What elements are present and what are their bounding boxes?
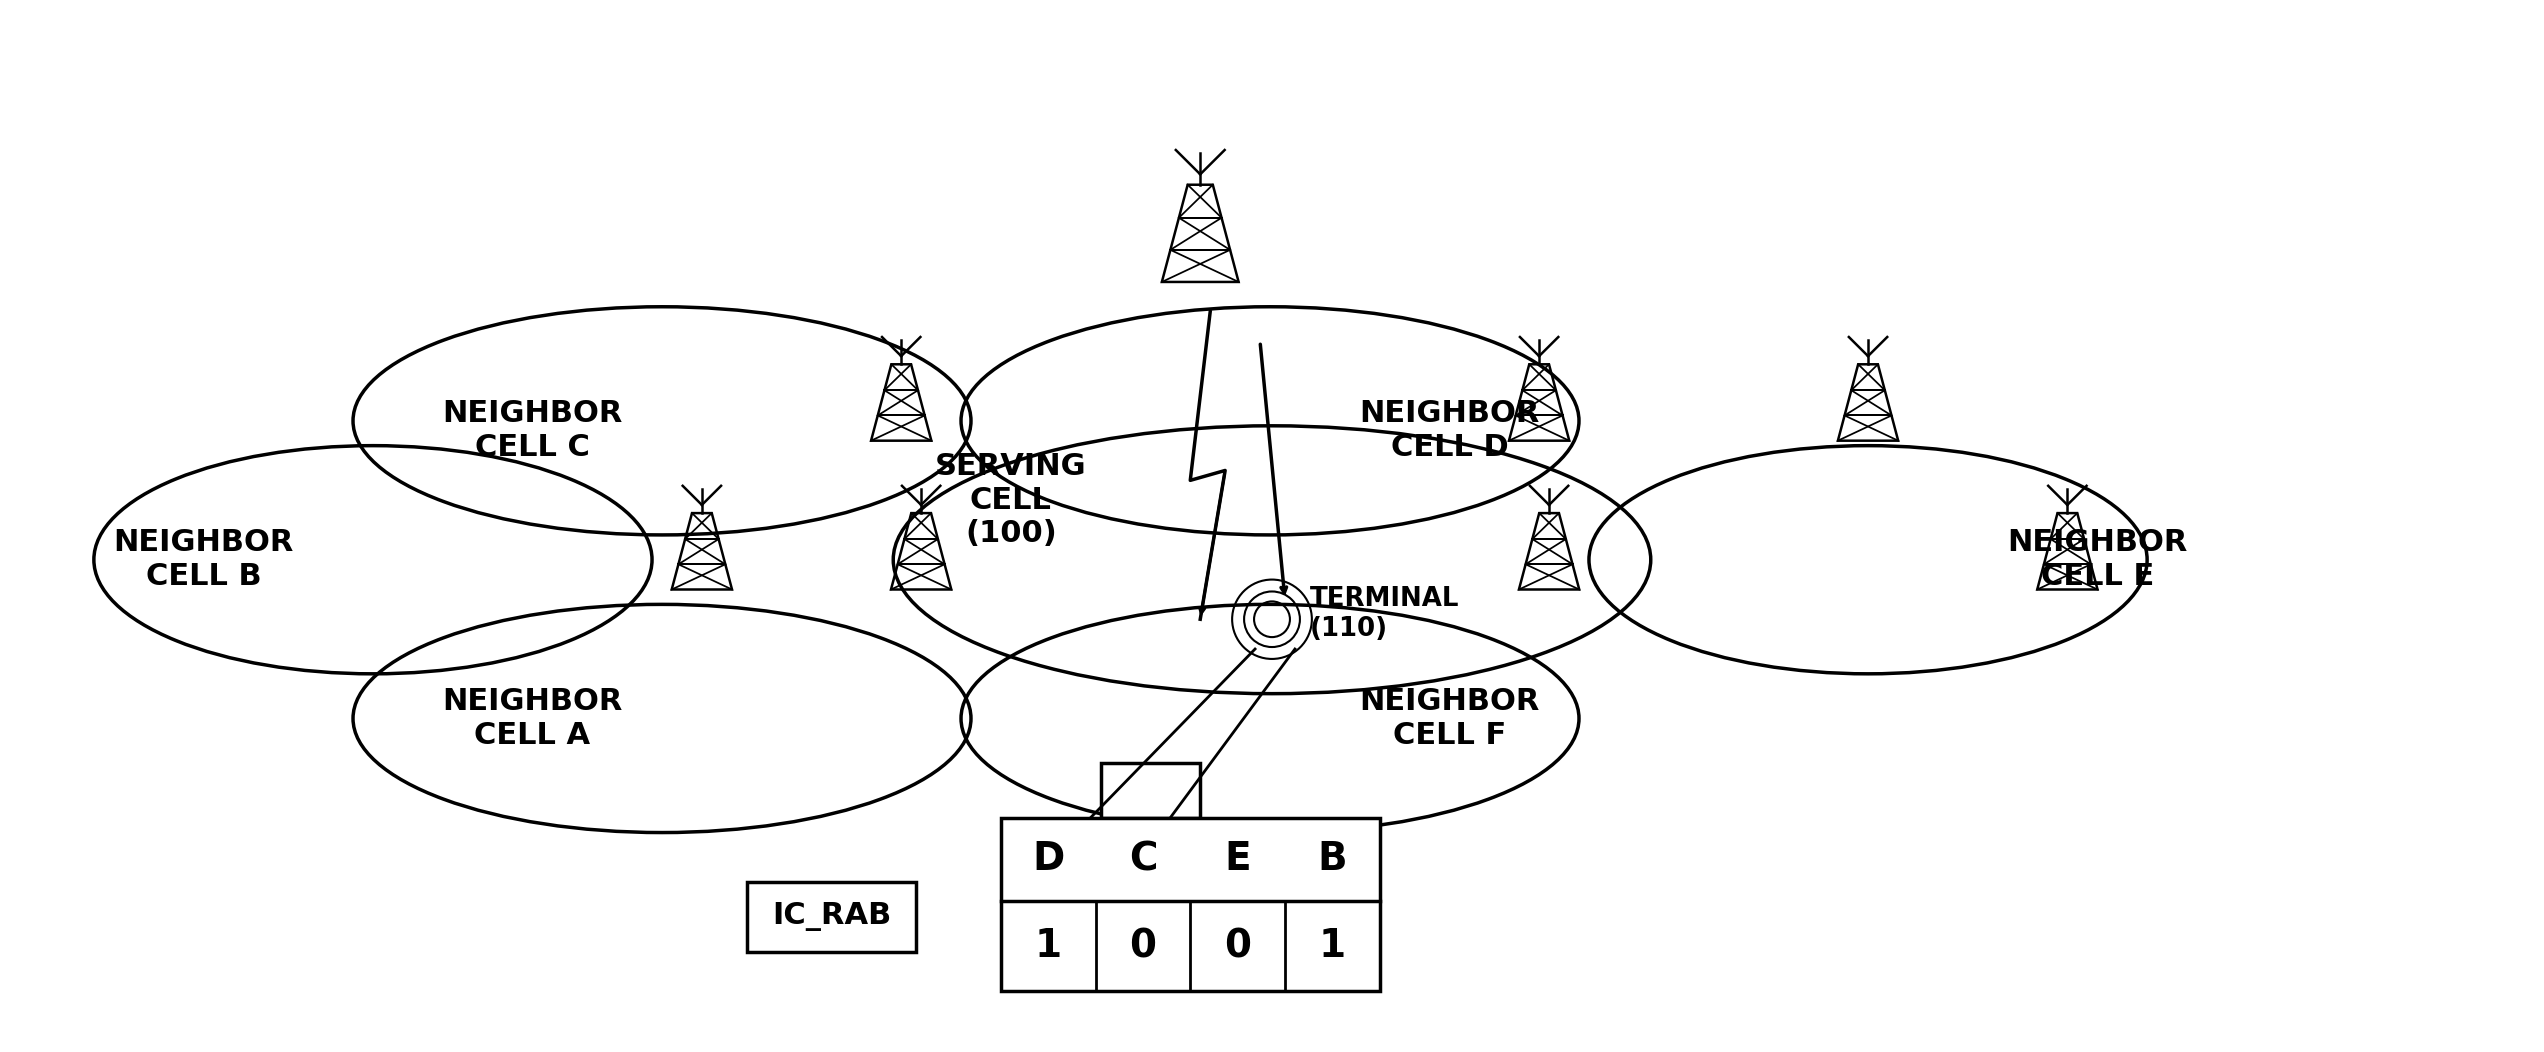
Text: 0: 0 <box>1224 927 1252 965</box>
Text: B: B <box>1318 841 1348 878</box>
Text: 1: 1 <box>1318 927 1346 965</box>
Text: NEIGHBOR
CELL A: NEIGHBOR CELL A <box>443 687 623 750</box>
Text: NEIGHBOR
CELL B: NEIGHBOR CELL B <box>114 528 293 591</box>
Text: NEIGHBOR
CELL C: NEIGHBOR CELL C <box>443 400 623 462</box>
Bar <box>748 883 916 952</box>
Text: SERVING
CELL
(100): SERVING CELL (100) <box>936 452 1086 548</box>
Text: 1: 1 <box>1035 927 1061 965</box>
Bar <box>1000 817 1379 991</box>
Text: TERMINAL
(110): TERMINAL (110) <box>1310 586 1460 643</box>
Bar <box>1102 763 1201 817</box>
Text: IC_RAB: IC_RAB <box>771 903 890 931</box>
Text: E: E <box>1224 841 1252 878</box>
Text: NEIGHBOR
CELL D: NEIGHBOR CELL D <box>1358 400 1539 462</box>
Text: D: D <box>1033 841 1063 878</box>
Text: C: C <box>1130 841 1158 878</box>
Text: NEIGHBOR
CELL F: NEIGHBOR CELL F <box>1358 687 1539 750</box>
Text: NEIGHBOR
CELL E: NEIGHBOR CELL E <box>2007 528 2188 591</box>
Text: 0: 0 <box>1130 927 1158 965</box>
